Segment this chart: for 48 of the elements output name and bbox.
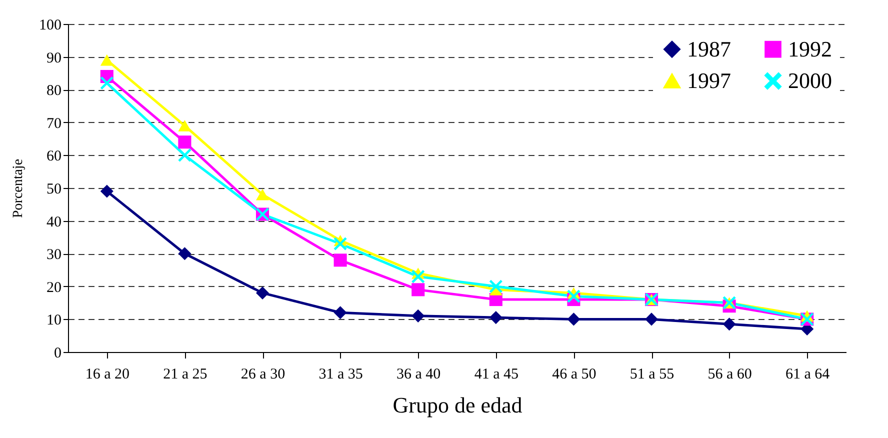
y-tick-label: 50: [46, 182, 62, 198]
x-tick-label: 26 a 30: [240, 366, 286, 382]
point: [567, 290, 580, 303]
point: [100, 184, 114, 198]
y-tick-label: 10: [46, 312, 62, 329]
legend-label: 1987: [687, 36, 731, 62]
point: [412, 283, 425, 296]
point: [256, 188, 270, 200]
point: [722, 318, 736, 331]
x-tick-label: 36 a 40: [396, 366, 441, 382]
point: [100, 54, 114, 66]
x-tick-label: 31 a 35: [318, 366, 363, 382]
y-tick-label: 20: [46, 280, 62, 296]
point: [178, 247, 192, 260]
y-axis-title: Porcentaje: [11, 158, 26, 218]
x-tick-label: 56 a 60: [708, 366, 752, 382]
point: [256, 286, 270, 300]
x-tick-label: 51 a 55: [630, 366, 674, 382]
point: [178, 148, 192, 162]
point: [100, 76, 114, 90]
legend-label: 1992: [788, 36, 832, 62]
point: [644, 312, 658, 326]
point: [567, 312, 580, 326]
x-tick-label: 16 a 20: [85, 366, 130, 382]
x-axis-title: Grupo de edad: [392, 392, 522, 418]
y-tick-label: 40: [46, 214, 62, 230]
legend-label: 1997: [687, 68, 731, 93]
point: [412, 309, 425, 322]
x-tick-label: 21 a 25: [163, 366, 208, 382]
y-tick-label: 90: [46, 50, 62, 66]
y-tick-label: 0: [54, 346, 62, 362]
y-tick-label: 100: [39, 18, 62, 34]
x-tick-label: 46 a 50: [552, 366, 596, 382]
y-tick-label: 80: [46, 83, 62, 100]
point: [334, 237, 347, 250]
point: [178, 120, 192, 132]
y-tick-label: 70: [46, 116, 62, 132]
y-tick-label: 30: [46, 247, 62, 264]
y-tick-label: 60: [46, 148, 62, 165]
point: [334, 306, 347, 320]
point: [489, 311, 502, 324]
x-tick-label: 41 a 45: [474, 366, 518, 382]
point: [489, 280, 502, 293]
legend-label: 2000: [788, 68, 832, 93]
point: [334, 254, 347, 267]
x-tick-label: 61 a 64: [786, 366, 830, 382]
point: [412, 270, 425, 284]
point: [178, 136, 192, 149]
